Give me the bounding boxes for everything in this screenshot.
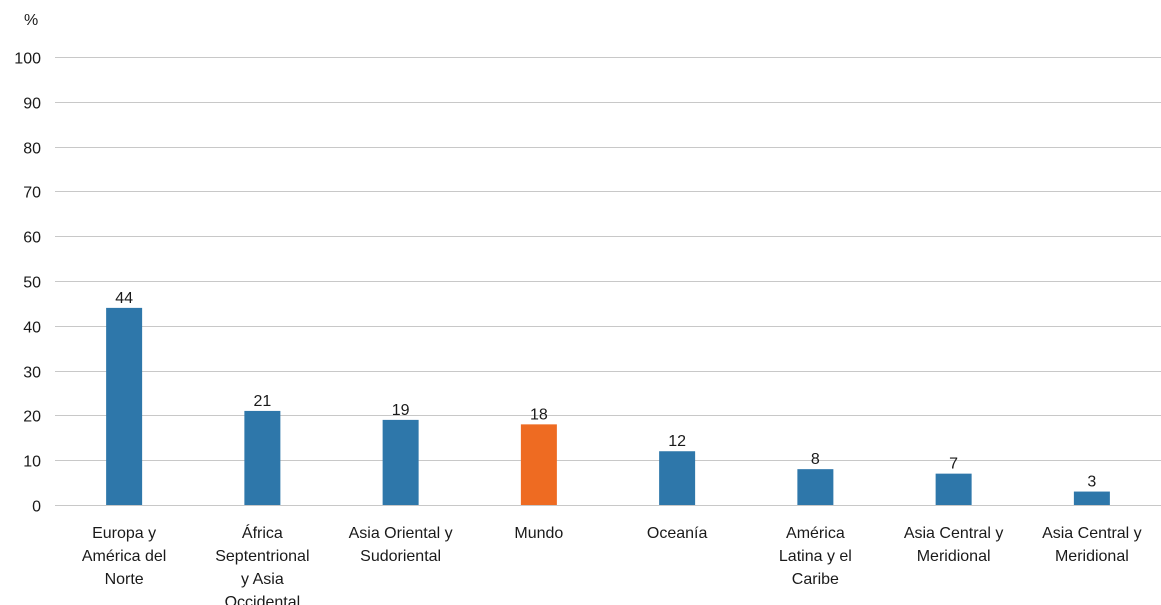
x-tick-label-line: América [786, 525, 845, 542]
data-label: 3 [1087, 474, 1096, 491]
y-tick-label: 0 [32, 499, 41, 516]
y-tick-label: 10 [23, 454, 41, 471]
data-label: 44 [115, 290, 133, 307]
y-tick-label: 100 [14, 51, 41, 68]
x-tick-label-line: Asia Central y [904, 525, 1004, 542]
x-tick-label: Europa y América del Norte [82, 525, 166, 588]
y-tick-label: 70 [23, 185, 41, 202]
x-tick-label-line: Sudoriental [360, 548, 441, 565]
x-tick-label-line: América del [82, 548, 166, 565]
data-label: 12 [668, 433, 686, 450]
y-tick-label: 50 [23, 275, 41, 292]
y-axis-unit: % [24, 12, 38, 29]
gridlines [55, 57, 1161, 506]
x-tick-label: Mundo [514, 525, 563, 542]
x-tick-label: Asia Oriental y Sudoriental [349, 525, 453, 565]
y-tick-label: 20 [23, 409, 41, 426]
x-tick-label-line: Meridional [1055, 548, 1129, 565]
x-tick-label-line: Occidental [225, 594, 301, 605]
x-tick-label: América Latina y el Caribe [779, 525, 852, 588]
x-tick-label: Asia Central y Meridional [904, 525, 1004, 565]
data-label: 7 [949, 456, 958, 473]
x-tick-label: África Septentrional y Asia Occidental [215, 523, 309, 605]
x-tick-label-line: Septentrional [215, 548, 309, 565]
x-tick-label-line: Asia Oriental y [349, 525, 453, 542]
x-tick-label-line: Caribe [792, 571, 839, 588]
x-tick-label-line: África [242, 523, 283, 542]
y-tick-label: 40 [23, 320, 41, 337]
data-label: 18 [530, 406, 548, 423]
y-tick-label: 30 [23, 365, 41, 382]
bar [382, 419, 419, 505]
data-label: 21 [253, 393, 271, 410]
bar [659, 451, 696, 505]
x-tick-label: Oceanía [647, 525, 708, 542]
data-label: 19 [392, 402, 410, 419]
x-tick-label-line: Mundo [514, 525, 563, 542]
bar [106, 307, 143, 505]
x-tick-label-line: Asia Central y [1042, 525, 1142, 542]
x-tick-label-line: Latina y el [779, 548, 852, 565]
bar [244, 410, 281, 505]
y-tick-label: 90 [23, 96, 41, 113]
data-labels: 44 21 19 18 12 8 7 3 [115, 290, 1096, 491]
x-tick-label-line: Oceanía [647, 525, 708, 542]
y-tick-label: 80 [23, 141, 41, 158]
y-tick-label: 60 [23, 230, 41, 247]
data-label: 8 [811, 451, 820, 468]
bar [935, 473, 972, 505]
x-tick-label-line: Europa y [92, 525, 156, 542]
bar [797, 469, 834, 505]
bars [106, 307, 1110, 505]
x-tick-label-line: Norte [105, 571, 144, 588]
bar [520, 424, 557, 505]
bar [1073, 491, 1110, 505]
x-tick-label: Asia Central y Meridional [1042, 525, 1142, 565]
y-axis-ticks: 0 10 20 30 40 50 60 70 80 90 100 [14, 51, 41, 516]
x-tick-label-line: Meridional [917, 548, 991, 565]
x-tick-label-line: y Asia [241, 571, 284, 588]
x-axis-labels: Europa y América del Norte África Septentrio… [82, 523, 1142, 605]
